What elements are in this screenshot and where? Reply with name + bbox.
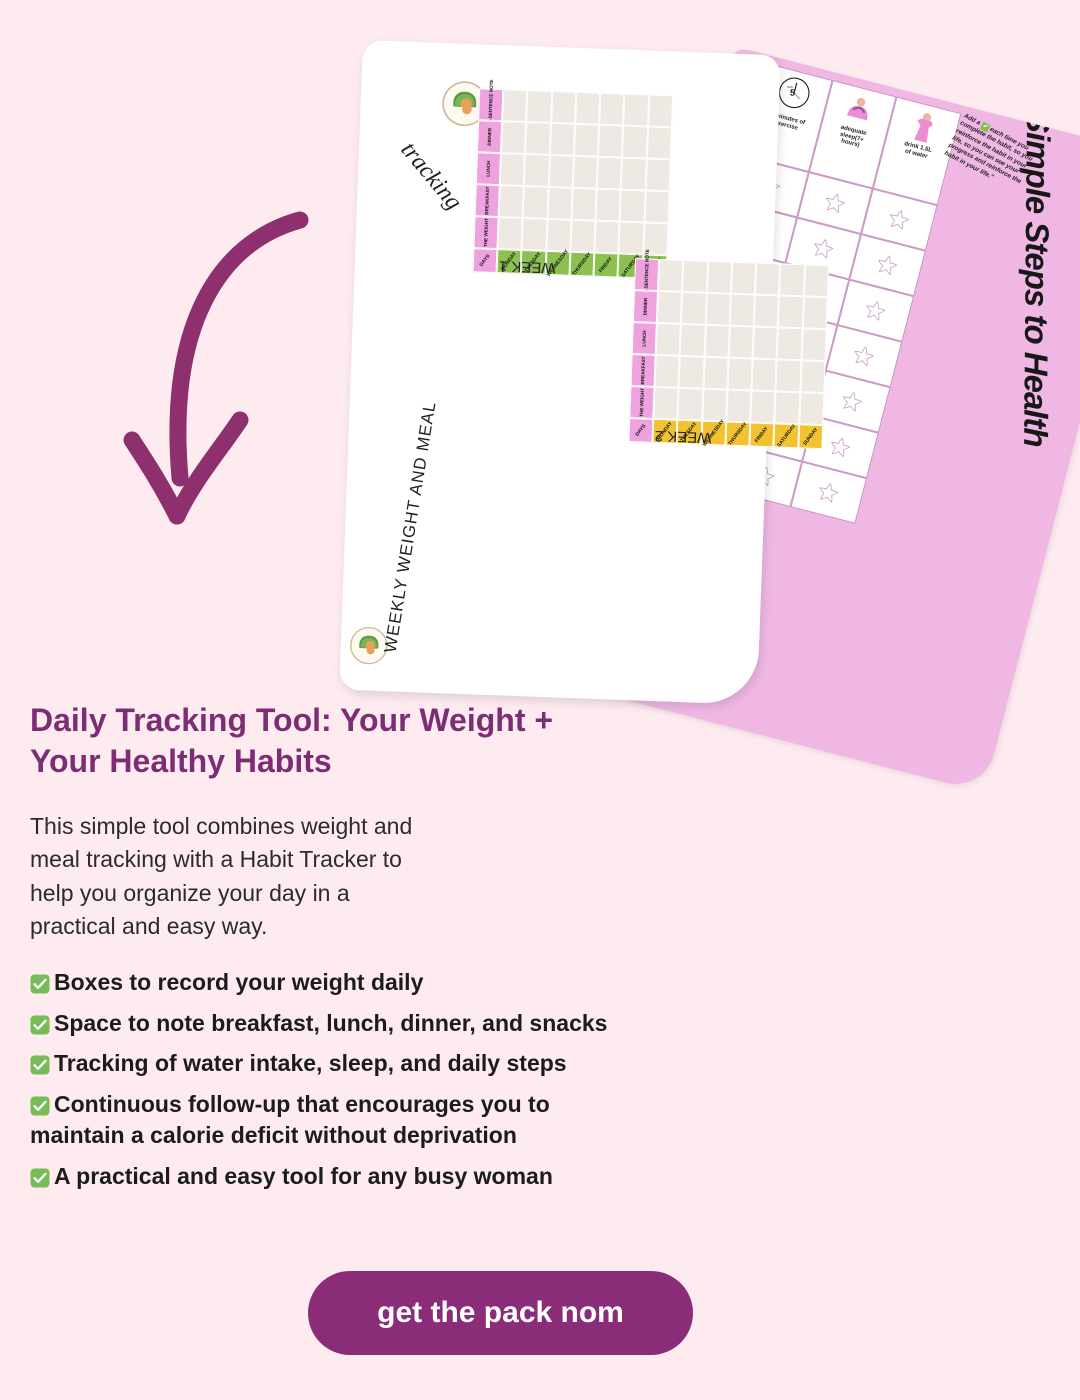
svg-text:min: min [787, 85, 793, 89]
